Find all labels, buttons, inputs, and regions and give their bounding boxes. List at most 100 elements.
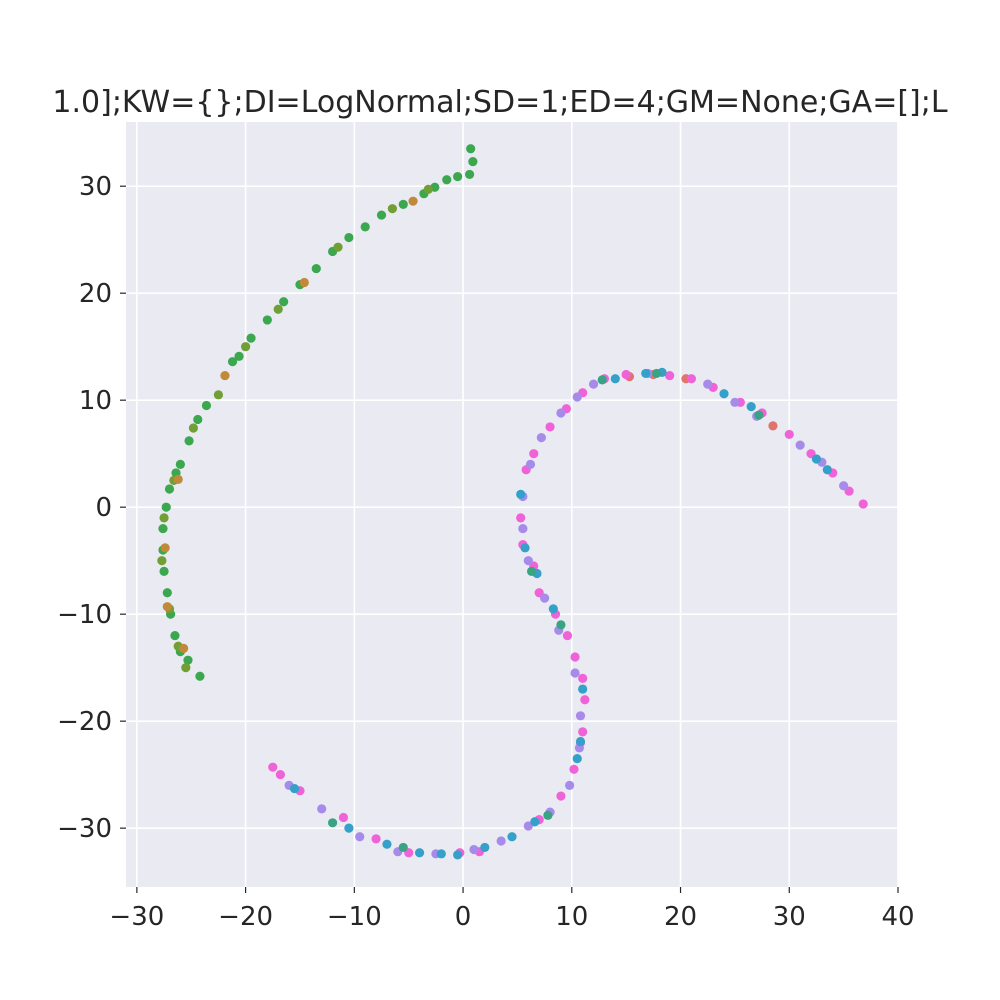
data-point [570, 668, 580, 678]
chart-title: 1.0];KW={};DI=LogNormal;SD=1;ED=4;GM=Non… [52, 85, 947, 120]
data-point [333, 242, 343, 252]
data-point [262, 315, 272, 325]
data-point [784, 429, 794, 440]
data-point [398, 199, 408, 209]
data-point [181, 663, 191, 673]
x-tick-label: 0 [455, 902, 472, 932]
data-point [159, 513, 169, 523]
data-point [525, 459, 536, 469]
data-point [299, 277, 309, 288]
data-point [466, 144, 476, 154]
data-point [588, 379, 599, 389]
data-point [453, 171, 463, 182]
data-point [686, 374, 697, 384]
data-point [159, 566, 169, 576]
data-point [580, 695, 590, 705]
data-point [268, 762, 278, 772]
data-point [327, 818, 338, 828]
data-point [529, 449, 539, 459]
data-point [213, 390, 224, 400]
data-point [469, 844, 479, 855]
data-point [578, 727, 588, 737]
data-point [540, 593, 550, 603]
x-tick-label: −20 [218, 902, 273, 932]
data-point [241, 342, 251, 352]
data-point [246, 333, 256, 343]
data-point [279, 297, 289, 307]
x-tick-label: 10 [555, 902, 588, 932]
data-point [610, 374, 620, 384]
data-point [516, 489, 526, 499]
data-point [543, 810, 553, 820]
data-point [188, 423, 199, 433]
data-point [273, 304, 283, 314]
data-point [344, 232, 354, 243]
data-point [173, 474, 183, 484]
data-point [822, 465, 832, 475]
data-point [161, 502, 171, 512]
data-point [578, 684, 588, 694]
data-point [158, 523, 168, 534]
data-point [556, 408, 566, 418]
data-point [195, 671, 205, 681]
data-point [811, 454, 822, 464]
data-point [523, 821, 533, 831]
y-tick-label: 10 [79, 386, 112, 416]
data-point [621, 369, 631, 380]
data-point [839, 481, 849, 491]
data-point [562, 630, 573, 641]
data-point [641, 368, 651, 379]
data-point [516, 513, 526, 523]
data-point [665, 370, 675, 381]
data-point [468, 156, 478, 167]
y-axis: −30 −20 −10 0 10 20 30 [57, 172, 126, 844]
grid [126, 122, 899, 887]
y-tick-label: 20 [79, 279, 112, 309]
data-point [507, 832, 517, 842]
data-point [414, 848, 425, 858]
data-point [371, 834, 381, 844]
data-point [518, 523, 528, 534]
y-tick-label: 30 [79, 172, 112, 202]
data-point [480, 842, 490, 853]
data-point [360, 222, 370, 232]
x-tick-label: 30 [773, 902, 806, 932]
data-point [164, 484, 175, 494]
data-point [575, 711, 586, 721]
data-point [179, 643, 189, 654]
data-point [530, 817, 540, 827]
data-point [575, 736, 586, 747]
data-point [572, 754, 582, 764]
data-point [193, 414, 203, 425]
data-point [703, 379, 713, 389]
data-point [157, 556, 167, 566]
data-point [201, 400, 212, 411]
data-point [858, 499, 868, 509]
data-point [170, 630, 180, 641]
data-point [768, 421, 778, 431]
data-point [311, 263, 321, 274]
data-point [569, 764, 579, 774]
data-point [175, 459, 185, 469]
data-point [338, 812, 349, 823]
data-point [220, 370, 230, 381]
data-point [344, 823, 354, 833]
data-point [730, 397, 740, 407]
data-point [565, 780, 575, 790]
y-tick-label: −10 [57, 600, 112, 630]
data-point [436, 849, 446, 859]
data-point [496, 836, 506, 846]
y-tick-label: 0 [95, 493, 112, 523]
data-point [523, 556, 533, 566]
data-point [520, 543, 530, 553]
data-point [570, 652, 580, 662]
data-point [719, 389, 729, 399]
data-point [162, 588, 172, 598]
data-point [578, 673, 588, 683]
data-points [157, 144, 868, 860]
data-point [376, 210, 387, 220]
data-point [548, 604, 558, 614]
plot-area [126, 122, 898, 887]
x-axis: −30 −20 −10 0 10 20 30 40 [109, 887, 915, 932]
